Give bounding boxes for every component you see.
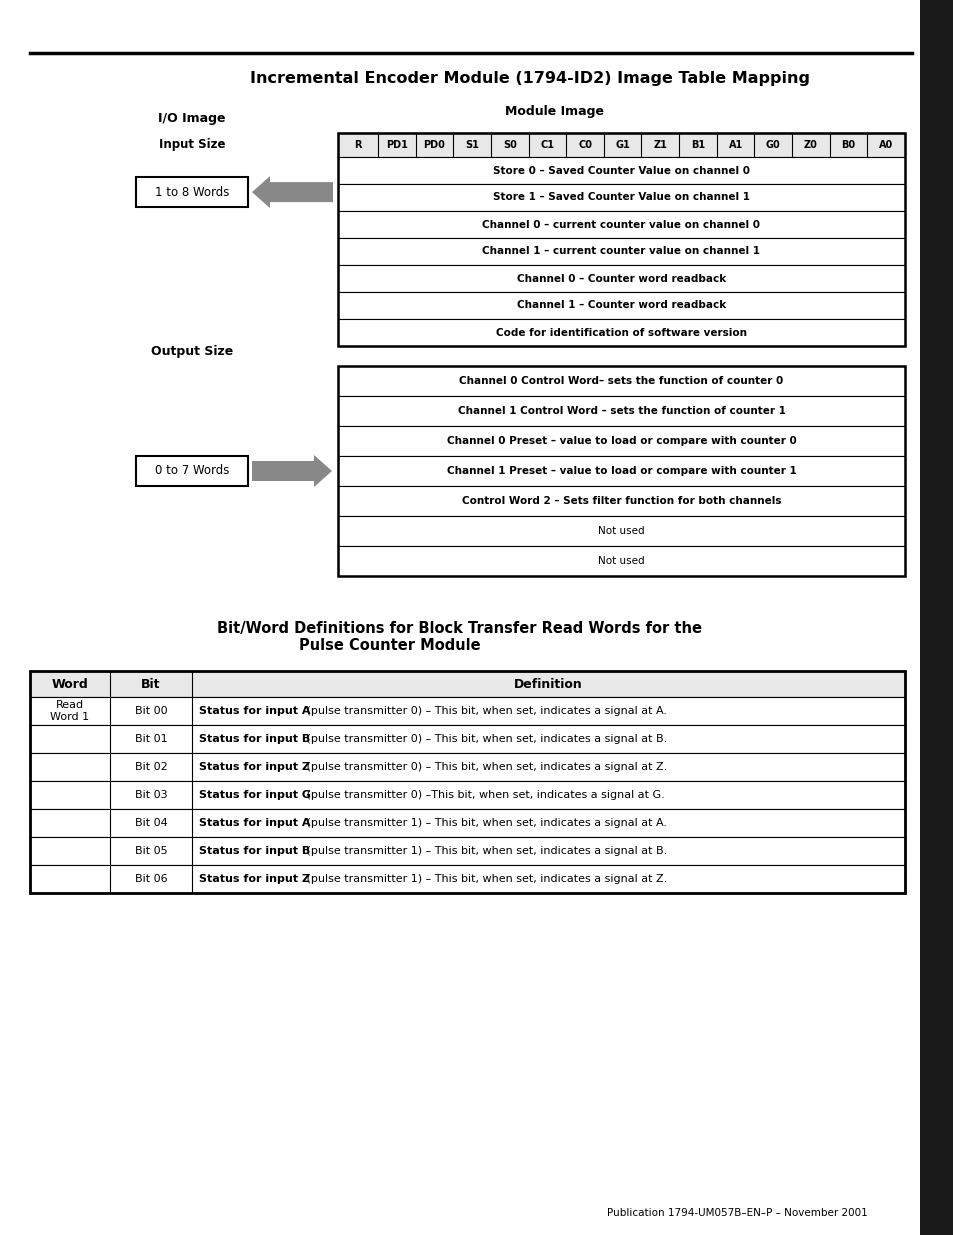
- Text: Control Word 2 – Sets filter function for both channels: Control Word 2 – Sets filter function fo…: [461, 496, 781, 506]
- Text: Status for input B: Status for input B: [199, 734, 310, 743]
- Text: I/O Image: I/O Image: [158, 112, 226, 125]
- Text: (pulse transmitter 1) – This bit, when set, indicates a signal at Z.: (pulse transmitter 1) – This bit, when s…: [303, 874, 667, 884]
- Text: Bit: Bit: [141, 678, 161, 690]
- Polygon shape: [252, 454, 332, 487]
- Text: Bit 01: Bit 01: [134, 734, 167, 743]
- Bar: [337, 516, 904, 546]
- Bar: [30, 725, 904, 753]
- Bar: [337, 396, 904, 426]
- Bar: [337, 133, 904, 157]
- Text: G0: G0: [765, 140, 780, 149]
- Bar: [337, 319, 904, 346]
- Text: C0: C0: [578, 140, 592, 149]
- Text: B1: B1: [690, 140, 704, 149]
- Text: Channel 1 Control Word – sets the function of counter 1: Channel 1 Control Word – sets the functi…: [457, 406, 784, 416]
- Text: Status for input B: Status for input B: [199, 846, 310, 856]
- Bar: [919, 0, 953, 1235]
- Text: Store 1 – Saved Counter Value on channel 1: Store 1 – Saved Counter Value on channel…: [493, 193, 749, 203]
- Bar: [30, 671, 904, 697]
- Bar: [30, 697, 904, 725]
- Text: Word: Word: [51, 678, 89, 690]
- Text: Definition: Definition: [514, 678, 582, 690]
- Text: Pulse Counter Module: Pulse Counter Module: [299, 638, 480, 653]
- Text: PD1: PD1: [385, 140, 407, 149]
- Text: Read
Word 1: Read Word 1: [51, 700, 90, 721]
- Polygon shape: [252, 177, 333, 209]
- Bar: [337, 546, 904, 576]
- Bar: [337, 366, 904, 396]
- Text: R: R: [354, 140, 361, 149]
- Text: 1 to 8 Words: 1 to 8 Words: [154, 185, 229, 199]
- Text: Channel 1 Preset – value to load or compare with counter 1: Channel 1 Preset – value to load or comp…: [446, 466, 796, 475]
- Text: (pulse transmitter 0) – This bit, when set, indicates a signal at Z.: (pulse transmitter 0) – This bit, when s…: [303, 762, 667, 772]
- Bar: [337, 133, 904, 346]
- Text: A1: A1: [728, 140, 742, 149]
- Bar: [337, 266, 904, 291]
- Text: PD0: PD0: [423, 140, 445, 149]
- Text: (pulse transmitter 0) –This bit, when set, indicates a signal at G.: (pulse transmitter 0) –This bit, when se…: [303, 790, 664, 800]
- Text: Code for identification of software version: Code for identification of software vers…: [496, 327, 746, 337]
- Text: Z0: Z0: [803, 140, 817, 149]
- Text: C1: C1: [539, 140, 554, 149]
- Text: (pulse transmitter 0) – This bit, when set, indicates a signal at A.: (pulse transmitter 0) – This bit, when s…: [303, 706, 667, 716]
- Text: G1: G1: [615, 140, 629, 149]
- Text: Bit 05: Bit 05: [134, 846, 167, 856]
- Text: Status for input G: Status for input G: [199, 790, 311, 800]
- Bar: [136, 177, 248, 207]
- Text: Channel 0 Control Word– sets the function of counter 0: Channel 0 Control Word– sets the functio…: [459, 375, 782, 387]
- Text: Channel 0 – Counter word readback: Channel 0 – Counter word readback: [517, 273, 725, 284]
- Text: S0: S0: [502, 140, 517, 149]
- Bar: [337, 366, 904, 576]
- Bar: [337, 456, 904, 487]
- Text: Input Size: Input Size: [158, 138, 225, 151]
- Bar: [337, 487, 904, 516]
- Text: Status for input Z: Status for input Z: [199, 874, 310, 884]
- Bar: [337, 238, 904, 266]
- Text: Channel 0 – current counter value on channel 0: Channel 0 – current counter value on cha…: [482, 220, 760, 230]
- Text: (pulse transmitter 1) – This bit, when set, indicates a signal at A.: (pulse transmitter 1) – This bit, when s…: [303, 818, 667, 827]
- Text: (pulse transmitter 0) – This bit, when set, indicates a signal at B.: (pulse transmitter 0) – This bit, when s…: [303, 734, 667, 743]
- Text: Z1: Z1: [653, 140, 666, 149]
- Bar: [30, 781, 904, 809]
- Text: Bit 06: Bit 06: [134, 874, 167, 884]
- Bar: [136, 456, 248, 487]
- Bar: [337, 184, 904, 211]
- Bar: [337, 426, 904, 456]
- Bar: [30, 837, 904, 864]
- Text: Channel 1 – current counter value on channel 1: Channel 1 – current counter value on cha…: [482, 247, 760, 257]
- Text: Bit 00: Bit 00: [134, 706, 167, 716]
- Bar: [337, 157, 904, 184]
- Text: A0: A0: [878, 140, 892, 149]
- Bar: [337, 291, 904, 319]
- Text: Bit 02: Bit 02: [134, 762, 167, 772]
- Text: Channel 1 – Counter word readback: Channel 1 – Counter word readback: [517, 300, 725, 310]
- Text: Store 0 – Saved Counter Value on channel 0: Store 0 – Saved Counter Value on channel…: [493, 165, 749, 175]
- Text: Bit 04: Bit 04: [134, 818, 167, 827]
- Bar: [337, 211, 904, 238]
- Text: Module Image: Module Image: [505, 105, 604, 117]
- Bar: [30, 864, 904, 893]
- Text: Not used: Not used: [598, 556, 644, 566]
- Text: Incremental Encoder Module (1794-ID2) Image Table Mapping: Incremental Encoder Module (1794-ID2) Im…: [250, 72, 809, 86]
- Text: Channel 0 Preset – value to load or compare with counter 0: Channel 0 Preset – value to load or comp…: [446, 436, 796, 446]
- Text: Status for input A: Status for input A: [199, 818, 310, 827]
- Bar: [30, 753, 904, 781]
- Text: Status for input Z: Status for input Z: [199, 762, 310, 772]
- Text: Bit/Word Definitions for Block Transfer Read Words for the: Bit/Word Definitions for Block Transfer …: [217, 621, 701, 636]
- Text: Publication 1794-UM057B–EN–P – November 2001: Publication 1794-UM057B–EN–P – November …: [607, 1208, 867, 1218]
- Text: Output Size: Output Size: [151, 345, 233, 358]
- Text: Not used: Not used: [598, 526, 644, 536]
- Text: Status for input A: Status for input A: [199, 706, 310, 716]
- Text: S1: S1: [465, 140, 478, 149]
- Text: Bit 03: Bit 03: [134, 790, 167, 800]
- Text: (pulse transmitter 1) – This bit, when set, indicates a signal at B.: (pulse transmitter 1) – This bit, when s…: [303, 846, 667, 856]
- Text: 0 to 7 Words: 0 to 7 Words: [154, 464, 229, 478]
- Bar: [30, 809, 904, 837]
- Text: B0: B0: [841, 140, 855, 149]
- Bar: [30, 671, 904, 893]
